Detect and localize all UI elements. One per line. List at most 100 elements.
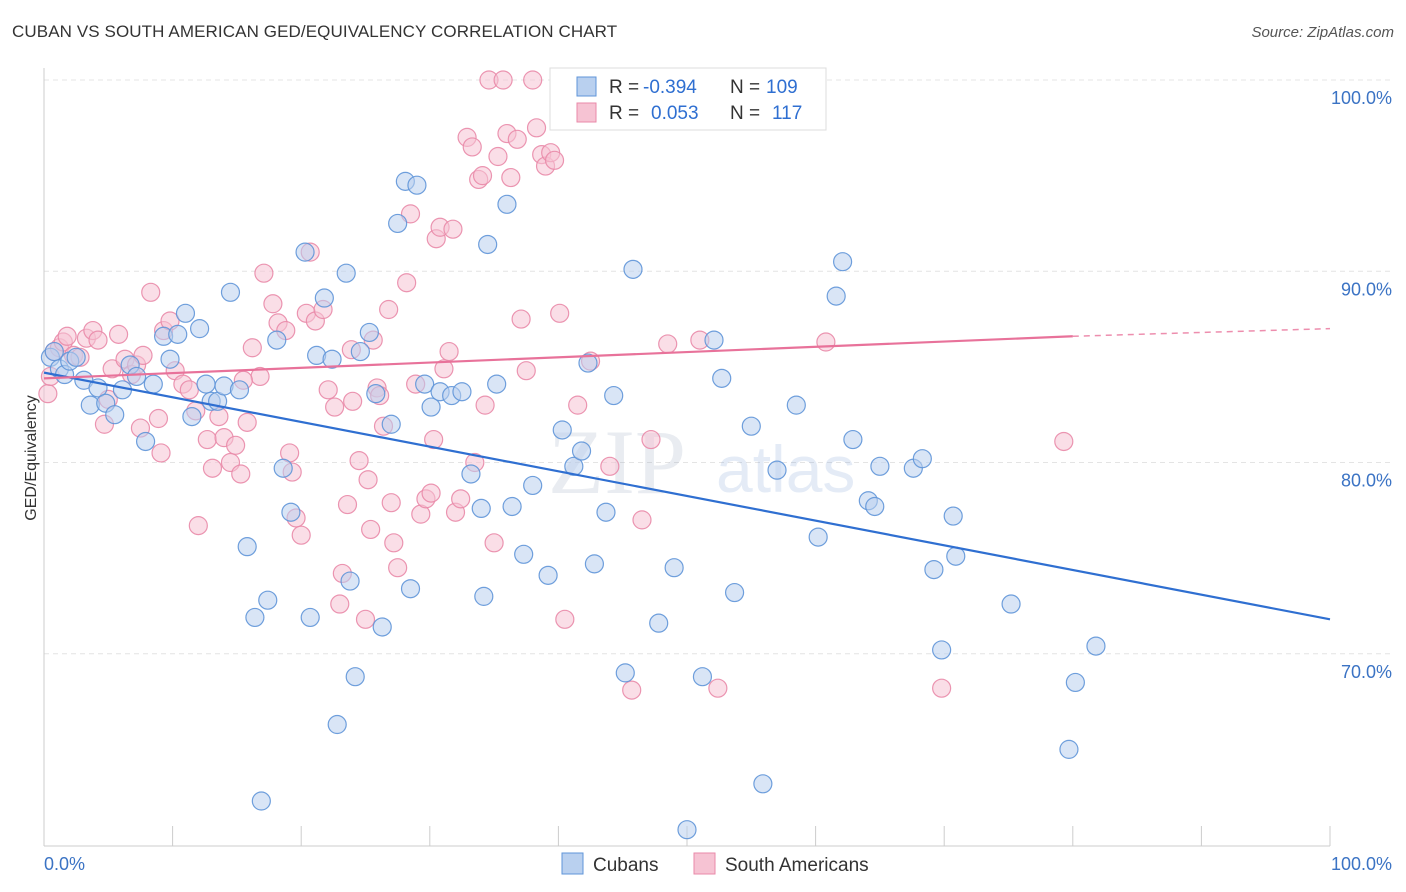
chart-title: CUBAN VS SOUTH AMERICAN GED/EQUIVALENCY …	[12, 22, 618, 41]
point-cubans	[400, 579, 421, 599]
trend-lines	[43, 327, 1331, 621]
point-cubans	[1065, 672, 1085, 693]
point-cubans	[514, 544, 534, 564]
point-south-americans	[932, 678, 952, 698]
point-south-americans	[330, 594, 350, 614]
point-cubans	[487, 374, 507, 394]
point-cubans	[584, 554, 605, 574]
point-south-americans	[400, 204, 421, 224]
point-south-americans	[816, 332, 836, 352]
point-south-americans	[632, 510, 652, 530]
point-south-americans	[237, 412, 257, 432]
point-south-americans	[658, 334, 678, 354]
point-south-americans	[424, 429, 444, 450]
point-cubans	[190, 319, 210, 339]
point-south-americans	[493, 70, 513, 90]
point-cubans	[912, 449, 932, 469]
legend-r-value-south-americans: 0.053	[651, 103, 699, 124]
point-south-americans	[88, 330, 108, 350]
point-cubans	[366, 384, 386, 404]
point-cubans	[615, 663, 635, 683]
legend-n-label-south-americans: N =	[730, 103, 760, 124]
point-south-americans	[568, 395, 588, 415]
point-cubans	[943, 506, 963, 526]
point-south-americans	[38, 384, 58, 404]
point-south-americans	[443, 219, 463, 239]
point-cubans	[175, 303, 196, 323]
trend-line-south-americans	[43, 335, 1073, 380]
legend-r-label-south-americans: R =	[609, 103, 639, 124]
legend-r-value-cubans: -0.394	[643, 77, 697, 98]
point-cubans	[168, 324, 188, 344]
point-cubans	[220, 282, 241, 302]
point-south-americans	[708, 678, 728, 698]
point-cubans	[478, 234, 498, 255]
legend-n-label-cubans: N =	[730, 77, 760, 98]
point-south-americans	[434, 359, 454, 379]
point-cubans	[870, 456, 890, 476]
point-cubans	[932, 640, 952, 660]
point-south-americans	[291, 525, 311, 545]
point-cubans	[623, 259, 643, 279]
point-south-americans	[349, 450, 369, 471]
point-south-americans	[102, 359, 122, 379]
point-south-americans	[511, 309, 531, 329]
y-tick-label: 100.0%	[1331, 88, 1392, 108]
point-south-americans	[179, 380, 199, 400]
point-cubans	[407, 175, 427, 195]
point-cubans	[105, 405, 125, 425]
point-cubans	[182, 407, 202, 427]
point-south-americans	[544, 150, 565, 170]
point-cubans	[126, 366, 147, 387]
point-south-americans	[388, 558, 408, 578]
point-south-americans	[337, 494, 358, 515]
point-south-americans	[550, 303, 570, 323]
point-cubans	[372, 617, 392, 637]
point-cubans	[251, 791, 271, 811]
point-cubans	[452, 382, 472, 402]
bottom-legend-label-south-americans: South Americans	[725, 855, 869, 876]
point-south-americans	[421, 483, 441, 503]
point-cubans	[359, 322, 379, 343]
point-cubans	[135, 431, 156, 452]
point-cubans	[578, 353, 598, 373]
legend-r-label-cubans: R =	[609, 77, 639, 98]
legend-n-value-cubans: 109	[766, 77, 798, 98]
point-south-americans	[108, 324, 129, 344]
point-south-americans	[381, 493, 401, 513]
point-cubans	[724, 582, 745, 603]
point-cubans	[664, 558, 684, 578]
point-south-americans	[501, 167, 521, 188]
y-axis-title: GED/Equivalency	[23, 395, 40, 520]
point-cubans	[786, 395, 806, 415]
point-south-americans	[242, 338, 262, 358]
point-cubans	[229, 380, 250, 400]
point-south-americans	[148, 408, 169, 429]
point-cubans	[596, 502, 616, 522]
point-cubans	[497, 194, 517, 214]
point-south-americans	[523, 70, 543, 90]
x-axis-ticks	[172, 826, 1331, 846]
point-cubans	[273, 458, 293, 478]
point-cubans	[160, 349, 180, 369]
point-south-americans	[358, 470, 378, 490]
point-south-americans	[133, 345, 153, 365]
point-cubans	[946, 546, 966, 566]
point-south-americans	[384, 533, 404, 553]
point-south-americans	[151, 443, 171, 463]
x-tick-label-min: 0.0%	[44, 854, 85, 874]
point-cubans	[474, 586, 494, 606]
point-cubans	[833, 252, 853, 272]
point-cubans	[267, 330, 287, 350]
point-south-americans	[451, 489, 471, 509]
point-cubans	[704, 330, 724, 350]
point-south-americans	[516, 361, 536, 381]
point-south-americans	[57, 326, 77, 346]
point-cubans	[471, 498, 491, 518]
point-south-americans	[526, 118, 547, 138]
point-cubans	[1001, 594, 1021, 614]
y-axis-tick-labels: 100.0% 90.0% 80.0% 70.0%	[1331, 88, 1392, 682]
point-cubans	[421, 397, 441, 417]
point-cubans	[865, 496, 885, 517]
